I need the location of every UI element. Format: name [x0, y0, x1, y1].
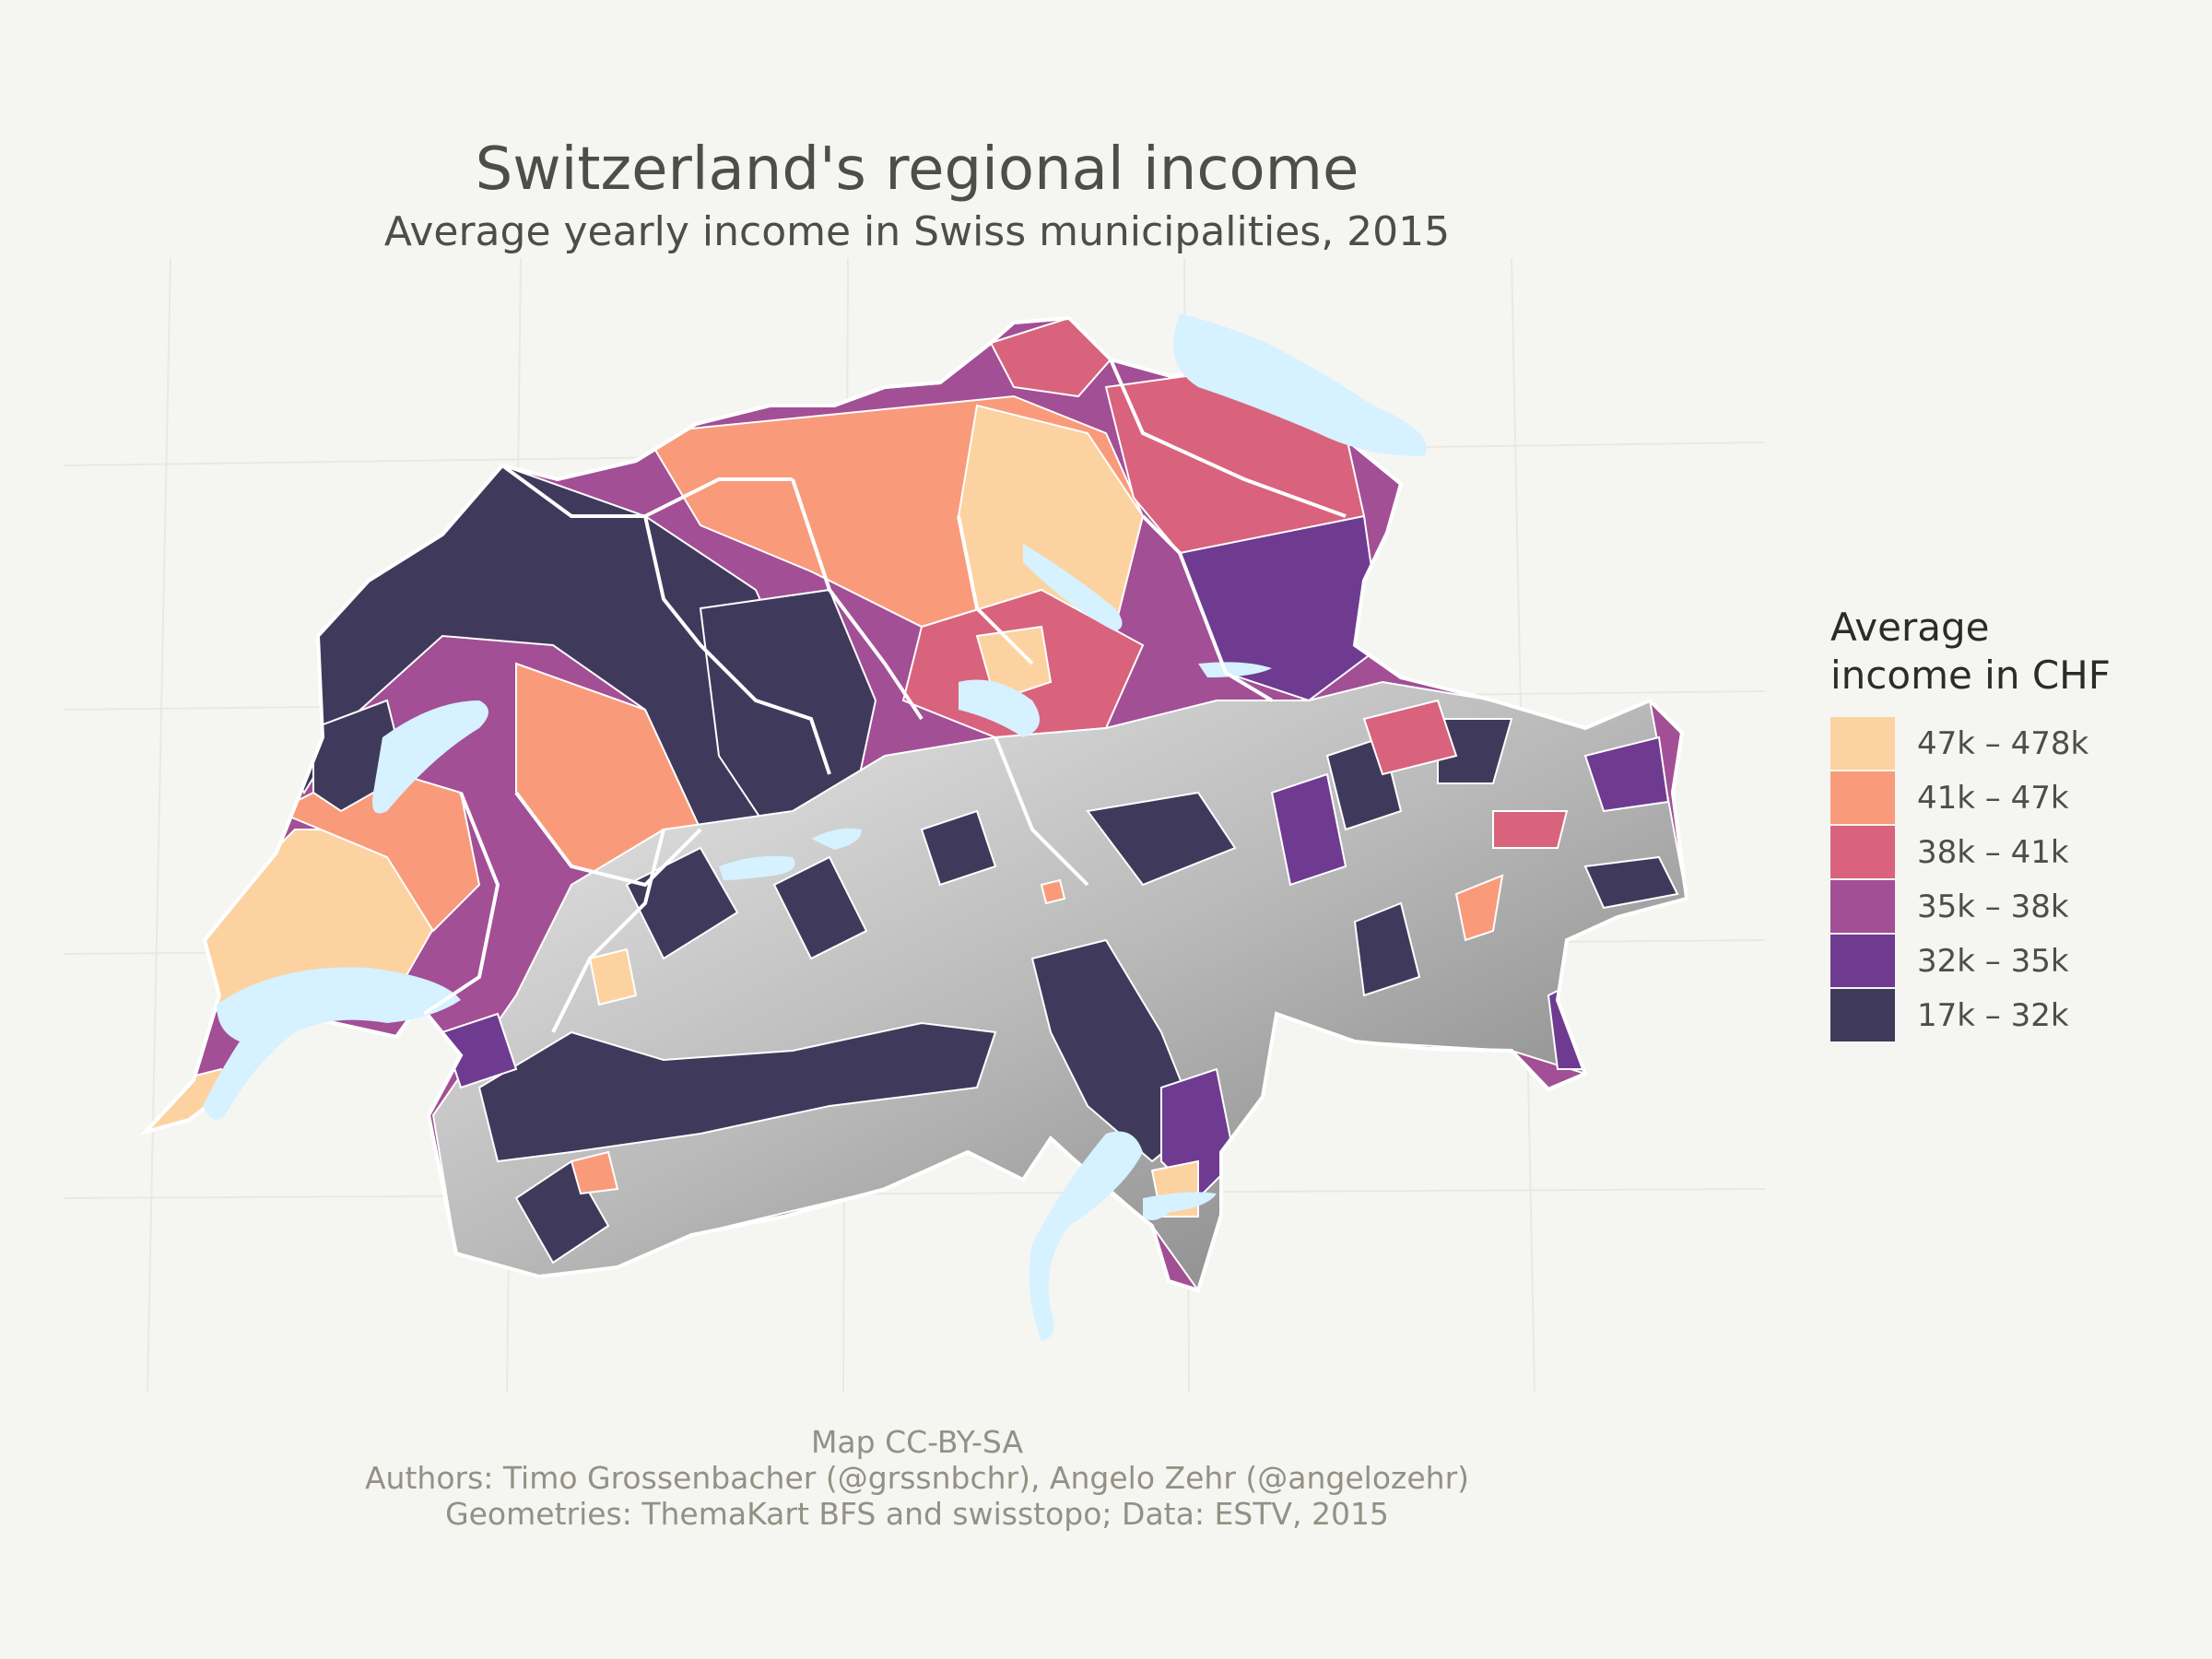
lake-constance [1173, 313, 1427, 456]
legend-item: 35k – 38k [1830, 879, 2181, 934]
lake-neuchatel [372, 700, 488, 814]
caption-authors: Authors: Timo Grossenbacher (@grssnbchr)… [364, 1460, 1470, 1496]
legend-label: 17k – 32k [1917, 996, 2069, 1034]
legend-swatch [1830, 717, 1895, 770]
caption-license: Map CC-BY-SA [810, 1424, 1024, 1460]
switzerland-map [64, 257, 1766, 1393]
caption-sources: Geometries: ThemaKart BFS and swisstopo;… [445, 1496, 1389, 1532]
lake-lugano [1143, 1192, 1217, 1220]
canton-borders [422, 359, 1347, 1033]
alpine-valleys-pink [1362, 699, 1569, 849]
map-title: Switzerland's regional income [475, 135, 1359, 204]
lake-thun [719, 855, 795, 880]
map-caption: Map CC-BY-SA Authors: Timo Grossenbacher… [0, 1424, 1834, 1532]
legend-swatch [1830, 989, 1895, 1041]
legend-swatch [1830, 826, 1895, 878]
lake-maggiore [1029, 1131, 1143, 1341]
legend-label: 35k – 38k [1917, 888, 2069, 925]
legend-swatch [1830, 771, 1895, 824]
municipalities [139, 315, 1689, 1293]
legend-item: 41k – 47k [1830, 771, 2181, 825]
country-outline [139, 315, 1689, 1293]
lake-walensee [1198, 662, 1272, 677]
legend-item: 17k – 32k [1830, 988, 2181, 1042]
legend-swatch [1830, 935, 1895, 987]
lake-lucerne [959, 679, 1040, 737]
lakes [203, 313, 1427, 1341]
legend: Average income in CHF 47k – 478k 41k – 4… [1830, 604, 2181, 1042]
legend-item: 47k – 478k [1830, 716, 2181, 771]
legend-item: 38k – 41k [1830, 825, 2181, 879]
lake-geneva [203, 967, 461, 1120]
legend-title: Average income in CHF [1830, 605, 2111, 698]
region-schaffhausen [989, 318, 1112, 398]
lake-zurich [1023, 544, 1123, 631]
legend-label: 32k – 35k [1917, 942, 2069, 980]
legend-label: 41k – 47k [1917, 779, 2069, 817]
map-subtitle: Average yearly income in Swiss municipal… [383, 208, 1451, 255]
legend-label: 47k – 478k [1917, 724, 2089, 762]
legend-items: 47k – 478k 41k – 47k 38k – 41k 35k – 38k… [1830, 716, 2181, 1042]
legend-label: 38k – 41k [1917, 833, 2069, 871]
legend-item: 32k – 35k [1830, 934, 2181, 988]
legend-swatch [1830, 880, 1895, 933]
lake-brienz [811, 828, 862, 850]
